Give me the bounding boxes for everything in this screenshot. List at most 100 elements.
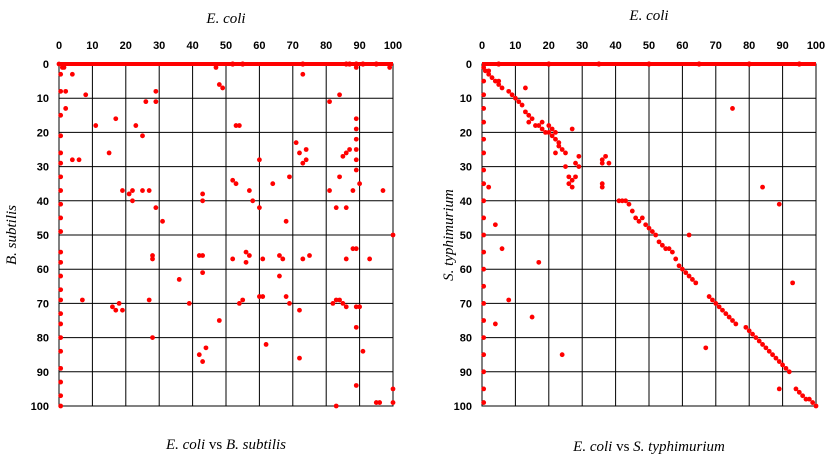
data-point (523, 109, 528, 115)
data-point (130, 188, 135, 193)
data-point (536, 123, 542, 128)
x-tick-label: 50 (643, 40, 655, 52)
data-point (240, 61, 246, 67)
data-point (113, 307, 119, 313)
data-point (283, 218, 289, 224)
data-point (800, 393, 806, 399)
y-tick-label: 40 (460, 196, 472, 208)
data-point (763, 345, 769, 351)
data-point (230, 61, 236, 67)
data-point (343, 304, 349, 310)
y-tick-label: 60 (37, 264, 49, 276)
data-point (559, 352, 565, 358)
data-point (58, 174, 64, 180)
data-point (69, 71, 75, 77)
data-point (58, 365, 64, 371)
data-point (343, 205, 349, 211)
data-point (257, 294, 262, 299)
data-point (673, 256, 679, 262)
data-point (243, 249, 249, 255)
top-axis-label: E. coli (628, 8, 668, 24)
data-point (481, 78, 487, 84)
data-point (343, 150, 349, 156)
data-point (58, 403, 64, 409)
data-point (153, 205, 159, 211)
caption-vs: vs (205, 437, 226, 453)
data-point (200, 270, 206, 276)
y-tick-label: 90 (460, 367, 472, 379)
data-point (481, 369, 487, 375)
data-point (58, 88, 64, 94)
data-point (146, 297, 152, 303)
y-axis-label: B. subtilis (4, 205, 20, 265)
data-point (523, 85, 528, 91)
data-point (216, 318, 222, 323)
data-point (703, 345, 709, 351)
data-point (63, 106, 69, 111)
data-point (353, 157, 359, 163)
data-point (233, 123, 239, 128)
caption-organism-a: E. coli (165, 437, 205, 453)
data-point (367, 256, 373, 262)
data-point (716, 304, 722, 310)
data-point (287, 174, 292, 180)
y-tick-label: 0 (466, 59, 472, 71)
data-point (743, 324, 749, 330)
data-point (653, 232, 659, 238)
data-point (481, 232, 487, 238)
data-point (350, 246, 356, 252)
data-point (58, 335, 64, 340)
data-point (76, 157, 82, 163)
x-tick-label: 50 (220, 40, 232, 52)
data-point (260, 294, 266, 299)
y-tick-label: 50 (37, 230, 49, 242)
data-point (756, 338, 762, 344)
data-point (509, 92, 515, 98)
data-point (200, 253, 206, 258)
data-point (519, 102, 525, 108)
data-point (486, 184, 492, 190)
y-tick-label: 50 (460, 230, 472, 242)
data-point (546, 123, 552, 128)
x-tick-label: 40 (186, 40, 198, 52)
data-point (713, 301, 719, 306)
y-tick-label: 10 (37, 93, 49, 105)
y-tick-label: 30 (460, 162, 472, 174)
y-tick-label: 20 (37, 127, 49, 139)
data-point (481, 386, 487, 392)
data-point (337, 297, 342, 303)
data-point (776, 386, 782, 392)
data-point (780, 362, 785, 368)
data-point (566, 174, 572, 180)
data-point (481, 198, 487, 204)
data-point (58, 150, 64, 156)
data-point (710, 297, 715, 303)
data-point (353, 304, 359, 310)
data-point (529, 314, 535, 320)
data-point (353, 167, 359, 173)
data-point (746, 328, 752, 334)
data-point (58, 112, 64, 118)
data-point (113, 116, 119, 122)
data-point (596, 61, 602, 67)
data-point (783, 365, 789, 371)
data-point (481, 181, 487, 187)
data-point (106, 150, 112, 156)
x-tick-label: 90 (776, 40, 788, 52)
data-point (666, 246, 672, 252)
data-point (140, 133, 145, 139)
data-point (481, 283, 487, 289)
data-point (297, 150, 302, 156)
x-tick-label: 0 (479, 40, 485, 52)
data-point (563, 164, 568, 170)
data-point (58, 348, 64, 354)
data-point (58, 201, 64, 207)
data-point (110, 304, 115, 310)
data-point (353, 116, 359, 122)
data-point (360, 348, 366, 354)
data-point (486, 71, 492, 77)
data-point (796, 389, 802, 395)
data-point (246, 188, 252, 193)
data-point (333, 205, 339, 211)
data-point (529, 116, 535, 122)
